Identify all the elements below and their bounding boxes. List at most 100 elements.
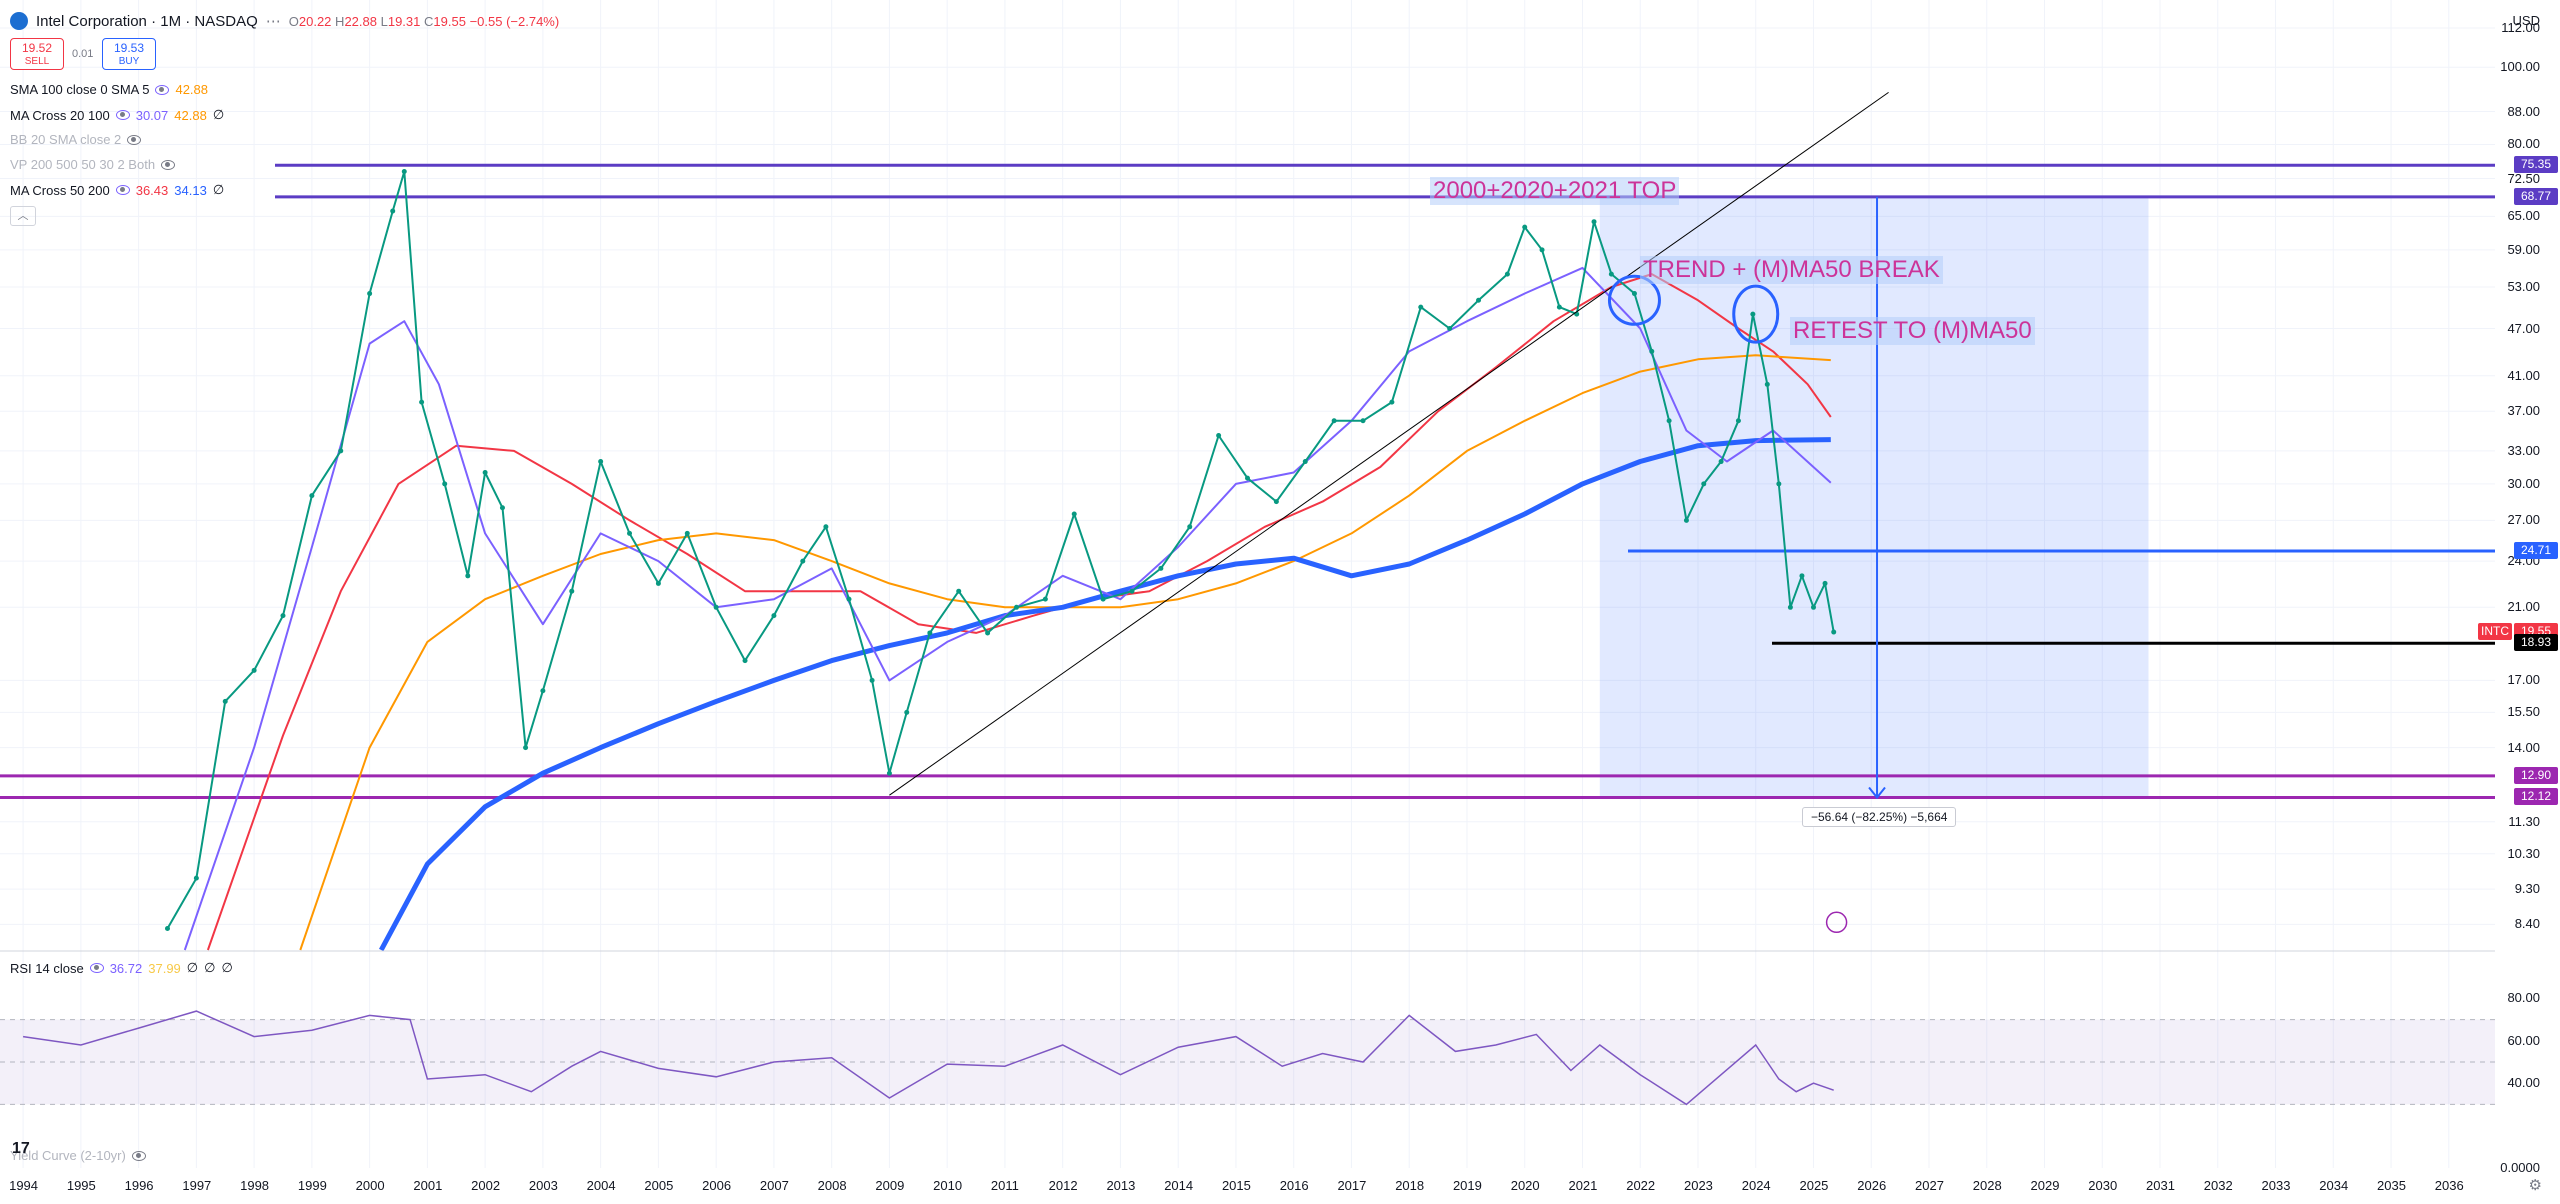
legend-ma-cross-20-100[interactable]: MA Cross 20 100 30.07 42.88 ∅ [10,107,225,123]
trend-lines [889,91,1889,800]
settings-icon[interactable] [115,185,130,195]
time-tick-label: 2008 [817,1178,847,1193]
rsi-line [22,1010,1834,1106]
symbol-logo-icon [10,12,28,30]
price-point [569,588,575,594]
rsi-tick-label: 40.00 [2507,1075,2540,1091]
sell-button[interactable]: 19.52 SELL [10,38,64,70]
settings-icon[interactable] [115,110,130,120]
ohlc-values: O20.22 H22.88 L19.31 C19.55 −0.55 (−2.74… [288,13,560,29]
time-tick-label: 1994 [9,1178,39,1193]
collapse-legend-icon[interactable]: ︿ [10,206,36,226]
price-point [499,505,505,511]
price-point [823,524,829,530]
price-tick-label: 100.00 [2500,59,2540,75]
price-point [771,613,777,619]
ohlc-change: −0.55 (−2.74%) [469,13,560,29]
ohlc-close: 19.55 [433,13,466,29]
price-point [1810,604,1816,610]
price-point [338,448,344,454]
settings-icon[interactable] [89,963,104,973]
legend-ma-cross-50-200[interactable]: MA Cross 50 200 36.43 34.13 ∅ [10,182,225,198]
time-tick-label: 2005 [644,1178,674,1193]
price-point [465,573,471,579]
price-point [1822,580,1828,586]
price-point [280,613,286,619]
rsi-tick-label: 80.00 [2507,990,2540,1006]
price-point [164,926,170,932]
annotation-trend-break[interactable]: TREND + (M)MA50 BREAK [1640,256,1943,284]
price-tag: 12.12 [2514,788,2558,806]
hidden-eye-icon[interactable] [127,134,142,145]
price-point [482,470,488,476]
price-point [1631,291,1637,297]
chart-series [22,168,1837,1106]
price-point [1750,311,1756,317]
price-point [1216,433,1222,439]
legend-yield-curve[interactable]: Yield Curve (2-10yr) [10,1148,146,1163]
price-tick-label: 47.00 [2507,320,2540,336]
ma-line [378,437,1831,952]
time-tick-label: 2018 [1395,1178,1425,1193]
price-point [1418,304,1424,310]
time-tick-label: 1995 [66,1178,96,1193]
time-tick-label: 2012 [1048,1178,1078,1193]
time-tick-label: 2010 [933,1178,963,1193]
time-tick-label: 2006 [702,1178,732,1193]
rsi-band [0,1019,2495,1105]
annotation-markers [1607,274,1848,934]
time-tick-label: 2000 [355,1178,385,1193]
price-point [523,745,529,751]
chart-grid [0,0,2495,1168]
price-point [1556,304,1562,310]
tradingview-logo-icon: 17 [12,1140,30,1157]
price-point [401,168,407,174]
legend-sma100[interactable]: SMA 100 close 0 SMA 5 42.88 [10,82,209,97]
legend-vp[interactable]: VP 200 500 50 30 2 Both [10,157,176,172]
price-point [1100,596,1106,602]
time-tick-label: 2014 [1164,1178,1194,1193]
hidden-eye-icon[interactable] [161,159,176,170]
price-tag: 24.71 [2514,542,2558,559]
price-axis[interactable]: 112.00 100.00 88.00 80.00 72.50 65.00 59.00 53.… [2478,0,2560,1204]
time-tick-label: 2013 [1106,1178,1136,1193]
trend-break-circle [1607,274,1661,326]
ohlc-high: 22.88 [344,13,377,29]
measure-arrow-head [1868,786,1886,800]
price-tag: 75.35 [2514,156,2558,174]
price-tick-label: 37.00 [2507,403,2540,419]
price-point [1776,481,1782,487]
buy-button[interactable]: 19.53 BUY [102,38,156,70]
price-tick-label: 41.00 [2507,367,2540,383]
symbol-header: Intel Corporation · 1M · NASDAQ ⋯ O20.22… [10,8,559,34]
axis-settings-icon[interactable]: ⚙ [2528,1177,2542,1194]
price-point [1649,348,1655,354]
hidden-eye-icon[interactable] [131,1150,146,1161]
annotation-top[interactable]: 2000+2020+2021 TOP [1430,177,1680,205]
price-point [713,604,719,610]
price-point [742,658,748,664]
price-point [1273,499,1279,505]
more-icon[interactable]: ⋯ [265,13,281,30]
currency-label[interactable]: USD [2512,13,2540,28]
rsi-tick-label: 60.00 [2507,1032,2540,1048]
price-point [1360,418,1366,424]
price-point [1718,459,1724,465]
symbol-title[interactable]: Intel Corporation · 1M · NASDAQ [36,12,258,30]
price-point [869,677,875,683]
legend-rsi[interactable]: RSI 14 close 36.72 37.99 ∅ ∅ ∅ [10,960,233,976]
price-point [800,558,806,564]
price-tick-label: 14.00 [2507,739,2540,755]
price-tick-label: 53.00 [2507,278,2540,294]
price-tick-label: 112.00 [2501,20,2540,36]
price-point [540,688,546,694]
legend-bb[interactable]: BB 20 SMA close 2 [10,132,142,147]
settings-icon[interactable] [155,84,170,95]
price-point [1245,475,1250,481]
annotation-retest[interactable]: RETEST TO (M)MA50 [1790,317,2035,345]
price-point [1013,604,1019,610]
time-tick-label: 1999 [297,1178,327,1193]
price-point [655,580,661,586]
price-point [1042,596,1048,602]
